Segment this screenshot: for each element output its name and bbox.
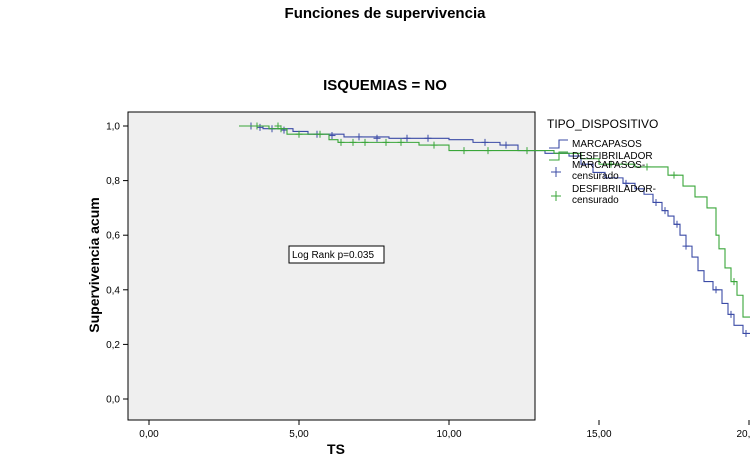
desfibrilador-censor-mark	[643, 163, 651, 171]
annotation-box	[288, 245, 385, 264]
legend-label-line: DESFIBRILADOR-	[572, 184, 656, 195]
marcapasos-censor-mark	[682, 242, 690, 250]
marcapasos-censor-mark	[355, 133, 363, 141]
legend-label-line: censurado	[572, 171, 619, 182]
desfibrilador-censor-mark	[382, 138, 390, 146]
axes: 0,005,0010,0015,0020,0025,000,00,20,40,6…	[106, 122, 750, 441]
legend: TIPO_DISPOSITIVO MARCAPASOSDESFIBRILADOR…	[547, 117, 658, 206]
marcapasos-censor-mark	[622, 179, 630, 187]
marcapasos-censor-mark	[673, 220, 681, 228]
legend-entry-desfibrilador-censor: DESFIBRILADOR-censurado	[551, 184, 656, 206]
legend-label: DESFIBRILADOR-censurado	[572, 184, 656, 206]
legend-label: DESFIBRILADOR	[572, 151, 653, 162]
y-tick-label: 0,6	[106, 231, 120, 242]
y-tick-label: 0,8	[106, 176, 120, 187]
marcapasos-censor-mark	[502, 141, 510, 149]
legend-entry-desfibrilador-line: DESFIBRILADOR	[549, 151, 653, 162]
marcapasos-censor-mark	[280, 126, 288, 134]
legend-entry-marcapasos-censor: MARCAPASOS-censurado	[551, 160, 645, 182]
y-tick-label: 0,4	[106, 285, 120, 296]
plot-area	[127, 111, 536, 421]
legend-label: MARCAPASOS-censurado	[572, 160, 645, 182]
desfibrilador-censor-mark	[253, 122, 261, 130]
marcapasos-censor-mark	[661, 207, 669, 215]
marcapasos-censor-mark	[712, 286, 720, 294]
marcapasos-censor-mark	[424, 134, 432, 142]
x-tick-label: 20,00	[736, 429, 750, 440]
survival-curves	[239, 122, 750, 337]
marcapasos-censor-mark	[328, 132, 336, 140]
desfibrilador-censor-mark	[295, 130, 303, 138]
desfibrilador-censor-mark	[337, 138, 345, 146]
log-rank-annotation: Log Rank p=0.035	[288, 245, 385, 264]
desfibrilador-censor-mark	[523, 147, 531, 155]
legend-title: TIPO_DISPOSITIVO	[547, 117, 658, 131]
desfibrilador-censor-mark	[730, 278, 738, 286]
annotation-text: Log Rank p=0.035	[292, 250, 374, 261]
x-tick-label: 5,00	[289, 429, 309, 440]
y-tick-label: 0,0	[106, 395, 120, 406]
desfibrilador-censor-mark	[397, 138, 405, 146]
desfibrilador-censor-mark	[349, 138, 357, 146]
marcapasos-censor-mark	[403, 134, 411, 142]
chart-subtitle: ISQUEMIAS = NO	[323, 77, 447, 94]
desfibrilador-censor-mark	[670, 171, 678, 179]
y-tick-label: 0,2	[106, 340, 120, 351]
desfibrilador-censor-mark	[316, 130, 324, 138]
x-tick-label: 10,00	[436, 429, 461, 440]
x-tick-label: 15,00	[586, 429, 611, 440]
desfibrilador-censor-mark	[430, 141, 438, 149]
legend-line-swatch	[549, 139, 568, 149]
legend-line-swatch	[549, 151, 568, 161]
legend-label-line: MARCAPASOS-	[572, 160, 645, 171]
marcapasos-censor-mark	[373, 134, 381, 142]
x-tick-label: 0,00	[139, 429, 159, 440]
y-axis-title: Supervivencia acum	[86, 197, 102, 332]
y-tick-label: 1,0	[106, 122, 120, 133]
desfibrilador-censor-mark	[460, 147, 468, 155]
page-title: Funciones de supervivencia	[284, 5, 486, 22]
desfibrilador-censor-mark	[607, 160, 615, 168]
desfibrilador-censor-mark	[484, 147, 492, 155]
legend-label-line: censurado	[572, 195, 619, 206]
marcapasos-censor-mark	[481, 138, 489, 146]
legend-label: MARCAPASOS	[572, 139, 642, 150]
legend-entry-marcapasos-line: MARCAPASOS	[549, 139, 642, 150]
x-axis-title: TS	[327, 441, 345, 457]
desfibrilador-censor-mark	[277, 125, 285, 133]
marcapasos-censor-mark	[256, 123, 264, 131]
desfibrilador-censor-mark	[361, 138, 369, 146]
marcapasos-censor-mark	[727, 310, 735, 318]
marcapasos-censor-mark	[652, 198, 660, 206]
marcapasos-censor-mark	[742, 329, 750, 337]
